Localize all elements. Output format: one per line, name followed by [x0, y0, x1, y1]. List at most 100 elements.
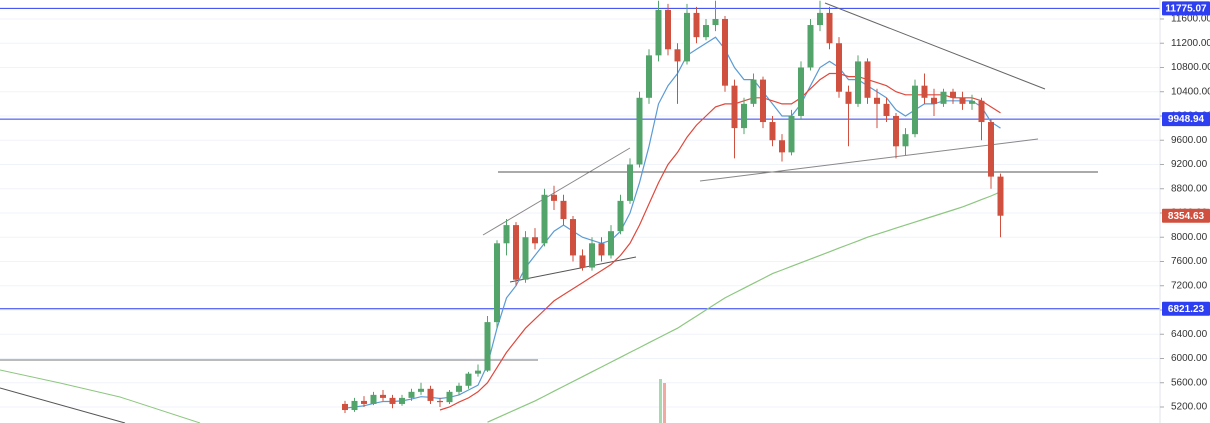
- candle-body: [674, 49, 681, 62]
- candle-body: [874, 97, 880, 104]
- trendline: [699, 138, 1039, 182]
- candle-body: [845, 91, 852, 104]
- y-tick-label: 7200.00: [1171, 280, 1208, 291]
- candle-body: [693, 12, 700, 38]
- candle-body: [399, 397, 405, 404]
- candle-body: [988, 122, 994, 177]
- price-tag-box: [1162, 208, 1210, 223]
- candle-body: [969, 100, 975, 104]
- candle-body: [437, 400, 443, 403]
- candle-body: [522, 237, 529, 280]
- candle-body: [589, 243, 595, 268]
- trendline: [482, 147, 631, 236]
- y-tick-label: 7600.00: [1171, 256, 1208, 267]
- candle-body: [389, 397, 396, 404]
- candles: [342, 0, 1004, 414]
- y-tick-label: 5600.00: [1171, 377, 1208, 388]
- candle-body: [864, 61, 871, 98]
- candle-body: [769, 122, 776, 141]
- candle-body: [532, 237, 538, 244]
- trendlines: [0, 2, 1098, 423]
- candle-body: [560, 200, 567, 220]
- trendline: [824, 2, 1046, 90]
- y-tick-label: 10800.00: [1171, 62, 1210, 73]
- y-tick-label: 9600.00: [1171, 135, 1208, 146]
- price-tag-label: 8354.63: [1168, 211, 1205, 222]
- candle-body: [446, 391, 453, 403]
- candle-body: [703, 25, 709, 38]
- levels: [0, 7, 1160, 310]
- candle-body: [855, 61, 861, 104]
- moving-averages: [344, 36, 1001, 423]
- y-tick-label: 5200.00: [1171, 402, 1208, 413]
- candle-body: [361, 400, 367, 404]
- candle-body: [959, 97, 966, 104]
- candle-body: [370, 394, 377, 404]
- candle-body: [418, 388, 424, 392]
- candle-body: [817, 12, 823, 26]
- ma-left-part: [0, 369, 201, 423]
- y-tick-label: 10400.00: [1171, 86, 1210, 97]
- candle-body: [978, 100, 985, 123]
- candle-body: [665, 9, 671, 50]
- candle-body: [779, 140, 785, 153]
- candle-body: [503, 225, 510, 244]
- price-tag-box: [1162, 1, 1210, 16]
- candle-body: [484, 322, 491, 371]
- candle-body: [912, 85, 918, 135]
- candle-body: [408, 391, 415, 398]
- candle-body: [617, 200, 624, 232]
- price-tag-box: [1162, 301, 1210, 316]
- candle-body: [636, 97, 643, 165]
- candle-body: [893, 115, 899, 147]
- y-tick-label: 11600.00: [1171, 14, 1210, 25]
- trendline: [0, 387, 126, 423]
- volume: [659, 379, 666, 423]
- price-tag-label: 6821.23: [1168, 304, 1205, 315]
- price-tag-label: 11775.07: [1165, 4, 1207, 15]
- candle-body: [931, 97, 937, 104]
- price-tag-label: 9948.94: [1168, 114, 1205, 125]
- candle-body: [731, 85, 738, 129]
- candle-body: [950, 91, 956, 98]
- candle-body: [465, 373, 472, 386]
- candle-body: [351, 400, 358, 411]
- candle-body: [513, 225, 519, 280]
- candle-body: [655, 9, 662, 56]
- candle-body: [579, 255, 586, 268]
- candle-body: [940, 91, 947, 104]
- candle-body: [760, 79, 766, 123]
- candle-body: [997, 176, 1004, 216]
- y-tick-label: 8800.00: [1171, 183, 1208, 194]
- price-tag-box: [1162, 112, 1210, 127]
- candle-body: [722, 18, 728, 86]
- candle-body: [427, 388, 434, 401]
- candle-body: [712, 18, 719, 26]
- y-tick-label: 11200.00: [1171, 38, 1210, 49]
- candle-body: [646, 55, 652, 98]
- candle-body: [750, 79, 757, 104]
- candle-body: [475, 370, 481, 374]
- candle-body: [627, 164, 633, 201]
- moving-average: [439, 72, 1001, 411]
- candle-body: [883, 103, 890, 116]
- candle-body: [551, 194, 557, 201]
- candle-body: [494, 243, 500, 323]
- y-tick-label: 8000.00: [1171, 232, 1208, 243]
- candle-body: [788, 115, 795, 153]
- price-tags: 11775.07 9948.94 6821.23 8354.63: [1162, 1, 1210, 316]
- candle-body: [456, 385, 462, 392]
- grid: [0, 18, 1160, 408]
- moving-average: [344, 36, 1001, 409]
- candle-body: [836, 43, 842, 92]
- moving-average: [487, 191, 1001, 423]
- candle-body: [807, 25, 814, 68]
- candle-body: [380, 394, 386, 398]
- candle-body: [684, 12, 690, 62]
- candle-body: [570, 219, 576, 256]
- y-tick-label: 9200.00: [1171, 159, 1208, 170]
- candle-body: [826, 12, 833, 44]
